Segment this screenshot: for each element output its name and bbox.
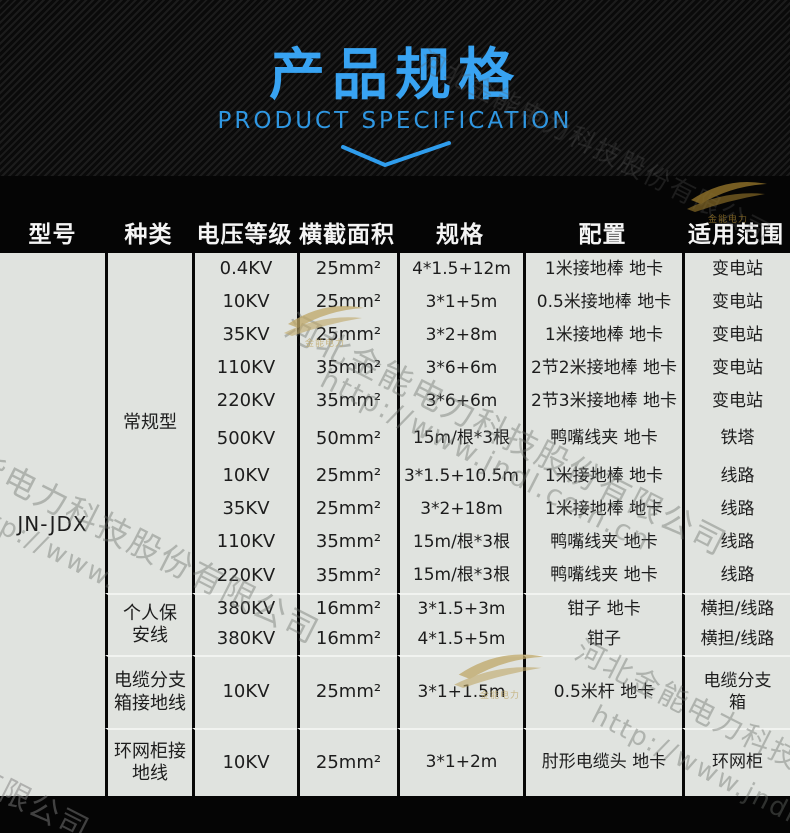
cell-voltage: 220KV: [192, 385, 297, 418]
cell-scope: 变电站: [682, 385, 790, 418]
chevron-down-icon: [341, 141, 451, 167]
cell-spec: 3*2+18m: [397, 493, 523, 526]
cell-voltage: 10KV: [192, 460, 297, 493]
table-header-row: 型号 种类 电压等级 横截面积 规格 配置 适用范围: [0, 211, 790, 253]
cell-scope: 环网柜: [682, 728, 790, 796]
cell-config: 鸭嘴线夹 地卡: [523, 559, 682, 593]
cell-scope: 铁塔: [682, 418, 790, 460]
cell-area: 35mm²: [297, 385, 397, 418]
cell-spec: 3*6+6m: [397, 352, 523, 385]
cell-config: 1米接地棒 地卡: [523, 253, 682, 286]
cell-area: 50mm²: [297, 418, 397, 460]
cell-voltage: 10KV: [192, 728, 297, 796]
header-voltage: 电压等级: [196, 222, 293, 248]
cell-spec: 3*1.5+10.5m: [397, 460, 523, 493]
header-kind: 种类: [124, 222, 173, 248]
cell-scope: 横担/线路: [682, 624, 790, 655]
cell-config: 0.5米接地棒 地卡: [523, 286, 682, 319]
header-area: 横截面积: [299, 222, 395, 248]
cell-spec: 15m/根*3根: [397, 526, 523, 559]
kind-cell-personal: 个人保 安线: [105, 593, 192, 655]
cell-config: 钳子: [523, 624, 682, 655]
cell-config: 0.5米杆 地卡: [523, 655, 682, 728]
cell-area: 25mm²: [297, 319, 397, 352]
cell-scope: 变电站: [682, 319, 790, 352]
cell-area: 35mm²: [297, 526, 397, 559]
cell-voltage: 110KV: [192, 352, 297, 385]
cell-area: 25mm²: [297, 655, 397, 728]
cell-spec: 3*1+2m: [397, 728, 523, 796]
cell-voltage: 0.4KV: [192, 253, 297, 286]
model-cell: JN-JDX: [0, 253, 105, 796]
cell-config: 2节3米接地棒 地卡: [523, 385, 682, 418]
cell-voltage: 500KV: [192, 418, 297, 460]
cell-voltage: 380KV: [192, 624, 297, 655]
kind-cell-cablebox: 电缆分支 箱接地线: [105, 655, 192, 728]
cell-config: 钳子 地卡: [523, 593, 682, 624]
cell-area: 16mm²: [297, 593, 397, 624]
cell-area: 25mm²: [297, 286, 397, 319]
cell-config: 鸭嘴线夹 地卡: [523, 418, 682, 460]
cell-spec: 3*1.5+3m: [397, 593, 523, 624]
cell-spec: 3*1+1.5m: [397, 655, 523, 728]
cell-scope: 变电站: [682, 253, 790, 286]
cell-scope: 电缆分支 箱: [682, 655, 790, 728]
cell-spec: 15m/根*3根: [397, 559, 523, 593]
page-subtitle: PRODUCT SPECIFICATION: [217, 108, 573, 134]
cell-voltage: 35KV: [192, 319, 297, 352]
cell-scope: 线路: [682, 526, 790, 559]
cell-spec: 3*2+8m: [397, 319, 523, 352]
cell-config: 1米接地棒 地卡: [523, 460, 682, 493]
product-table: JN-JDX 常规型 个人保 安线 电缆分支 箱接地线 环网柜接 地线 0.4K…: [0, 253, 790, 796]
cell-voltage: 380KV: [192, 593, 297, 624]
cell-config: 鸭嘴线夹 地卡: [523, 526, 682, 559]
page-title: 产品规格: [269, 43, 521, 108]
cell-config: 2节2米接地棒 地卡: [523, 352, 682, 385]
header-spec: 规格: [436, 222, 484, 248]
cell-spec: 15m/根*3根: [397, 418, 523, 460]
cell-config: 肘形电缆头 地卡: [523, 728, 682, 796]
cell-area: 35mm²: [297, 352, 397, 385]
cell-spec: 4*1.5+5m: [397, 624, 523, 655]
cell-voltage: 220KV: [192, 559, 297, 593]
kind-cell-ringcab: 环网柜接 地线: [105, 728, 192, 796]
cell-spec: 3*6+6m: [397, 385, 523, 418]
cell-scope: 线路: [682, 493, 790, 526]
cell-voltage: 35KV: [192, 493, 297, 526]
header-scope: 适用范围: [688, 222, 784, 248]
kind-cell-regular: 常规型: [105, 253, 192, 593]
cell-config: 1米接地棒 地卡: [523, 319, 682, 352]
cell-area: 25mm²: [297, 253, 397, 286]
cell-voltage: 110KV: [192, 526, 297, 559]
cell-area: 35mm²: [297, 559, 397, 593]
cell-scope: 变电站: [682, 352, 790, 385]
cell-area: 16mm²: [297, 624, 397, 655]
striped-banner-background: [0, 0, 790, 176]
cell-spec: 3*1+5m: [397, 286, 523, 319]
header-config: 配置: [578, 222, 627, 248]
cell-area: 25mm²: [297, 460, 397, 493]
header-model: 型号: [28, 222, 77, 248]
cell-scope: 横担/线路: [682, 593, 790, 624]
cell-area: 25mm²: [297, 493, 397, 526]
cell-area: 25mm²: [297, 728, 397, 796]
cell-scope: 变电站: [682, 286, 790, 319]
cell-voltage: 10KV: [192, 286, 297, 319]
cell-scope: 线路: [682, 559, 790, 593]
cell-spec: 4*1.5+12m: [397, 253, 523, 286]
cell-voltage: 10KV: [192, 655, 297, 728]
brand-swoosh-icon: [687, 182, 767, 212]
cell-config: 1米接地棒 地卡: [523, 493, 682, 526]
cell-scope: 线路: [682, 460, 790, 493]
